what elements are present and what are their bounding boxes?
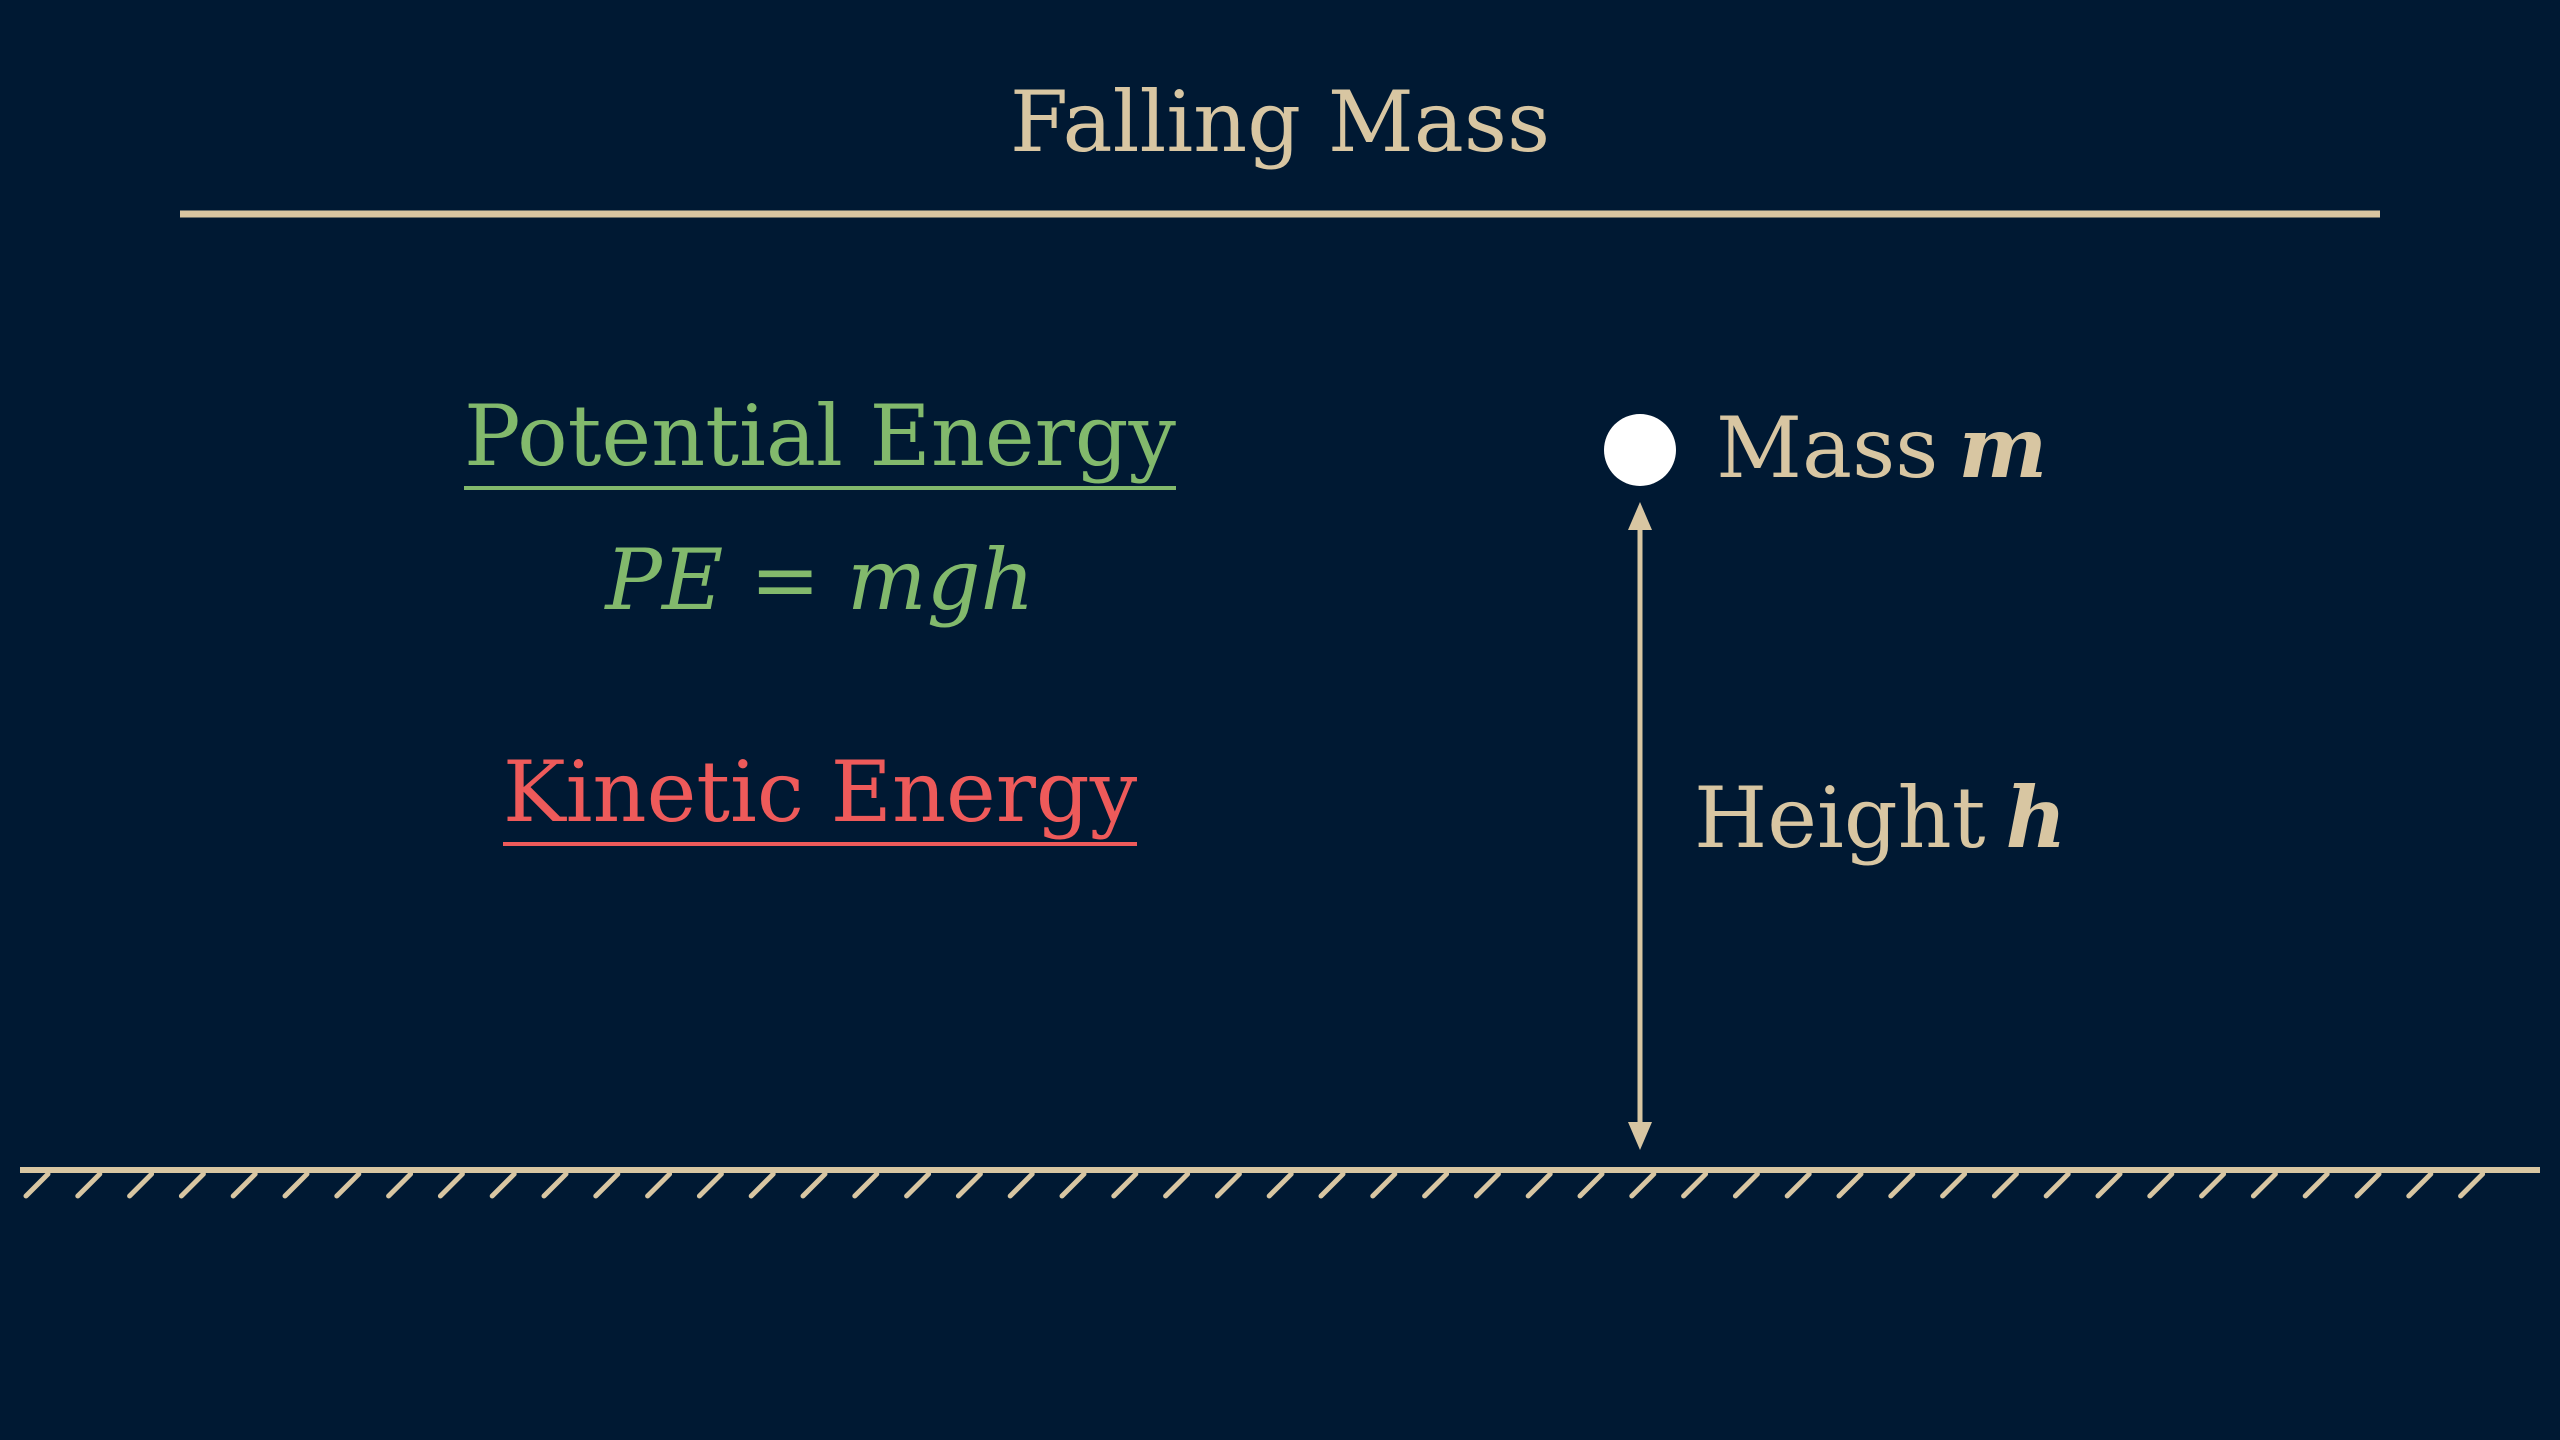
ground-hatch-mark bbox=[75, 1171, 103, 1199]
potential-energy-formula: PE = mgh bbox=[605, 531, 1035, 629]
ground-hatch-mark bbox=[748, 1171, 776, 1199]
ground-hatch-mark bbox=[1525, 1171, 1553, 1199]
ground-hatch-mark bbox=[541, 1171, 569, 1199]
ground-hatch-mark bbox=[1991, 1171, 2019, 1199]
ground-hatch-mark bbox=[230, 1171, 258, 1199]
ground-hatch-mark bbox=[2043, 1171, 2071, 1199]
ground bbox=[20, 1167, 2540, 1199]
height-label-text: Height bbox=[1694, 769, 1986, 867]
kinetic-energy-heading-text: Kinetic Energy bbox=[502, 744, 1138, 846]
ground-hatch-mark bbox=[904, 1171, 932, 1199]
ground-hatch-mark bbox=[1577, 1171, 1605, 1199]
ground-hatch-mark bbox=[1111, 1171, 1139, 1199]
ground-hatch-mark bbox=[437, 1171, 465, 1199]
mass-label: Mass m bbox=[1716, 398, 2047, 498]
ground-hatch-mark bbox=[23, 1171, 51, 1199]
potential-energy-heading-text: Potential Energy bbox=[463, 388, 1177, 490]
ground-hatch-mark bbox=[1681, 1171, 1709, 1199]
ground-hatch-mark bbox=[2095, 1171, 2123, 1199]
ground-hatch-mark bbox=[2302, 1171, 2330, 1199]
ground-hatch-mark bbox=[1163, 1171, 1191, 1199]
height-symbol: h bbox=[2005, 768, 2067, 867]
ground-hatch-mark bbox=[2250, 1171, 2278, 1199]
ground-hatch-mark bbox=[696, 1171, 724, 1199]
ground-hatching bbox=[23, 1171, 2486, 1199]
ground-hatch-mark bbox=[1266, 1171, 1294, 1199]
ground-hatch-mark bbox=[1214, 1171, 1242, 1199]
ground-hatch-mark bbox=[1059, 1171, 1087, 1199]
kinetic-energy-heading: Kinetic Energy bbox=[0, 744, 1640, 846]
ground-hatch-mark bbox=[593, 1171, 621, 1199]
ground-hatch-mark bbox=[386, 1171, 414, 1199]
mass-symbol: m bbox=[1958, 398, 2048, 497]
ground-hatch-mark bbox=[955, 1171, 983, 1199]
ground-hatch-mark bbox=[645, 1171, 673, 1199]
height-arrow-head-top bbox=[1628, 502, 1652, 530]
ground-hatch-mark bbox=[1784, 1171, 1812, 1199]
ground-hatch-mark bbox=[2199, 1171, 2227, 1199]
ground-hatch-mark bbox=[489, 1171, 517, 1199]
ground-hatch-mark bbox=[852, 1171, 880, 1199]
ground-hatch-mark bbox=[178, 1171, 206, 1199]
ground-hatch-mark bbox=[282, 1171, 310, 1199]
ground-hatch-mark bbox=[1836, 1171, 1864, 1199]
ground-hatch-mark bbox=[2147, 1171, 2175, 1199]
ground-hatch-mark bbox=[800, 1171, 828, 1199]
ground-hatch-mark bbox=[2406, 1171, 2434, 1199]
ground-hatch-mark bbox=[334, 1171, 362, 1199]
ground-hatch-mark bbox=[1473, 1171, 1501, 1199]
ground-hatch-mark bbox=[127, 1171, 155, 1199]
ground-hatch-mark bbox=[1318, 1171, 1346, 1199]
mass-label-text: Mass bbox=[1716, 399, 1939, 497]
ground-hatch-mark bbox=[1370, 1171, 1398, 1199]
ground-hatch-mark bbox=[2354, 1171, 2382, 1199]
ground-hatch-mark bbox=[1007, 1171, 1035, 1199]
page-title: Falling Mass bbox=[1009, 73, 1551, 171]
ground-hatch-mark bbox=[1422, 1171, 1450, 1199]
ground-hatch-mark bbox=[1888, 1171, 1916, 1199]
height-label: Height h bbox=[1694, 768, 2067, 868]
ground-hatch-mark bbox=[1940, 1171, 1968, 1199]
ground-hatch-mark bbox=[2458, 1171, 2486, 1199]
ground-hatch-mark bbox=[1732, 1171, 1760, 1199]
ground-hatch-mark bbox=[1629, 1171, 1657, 1199]
height-arrow-head-bottom bbox=[1628, 1122, 1652, 1150]
potential-energy-heading: Potential Energy bbox=[0, 388, 1640, 490]
